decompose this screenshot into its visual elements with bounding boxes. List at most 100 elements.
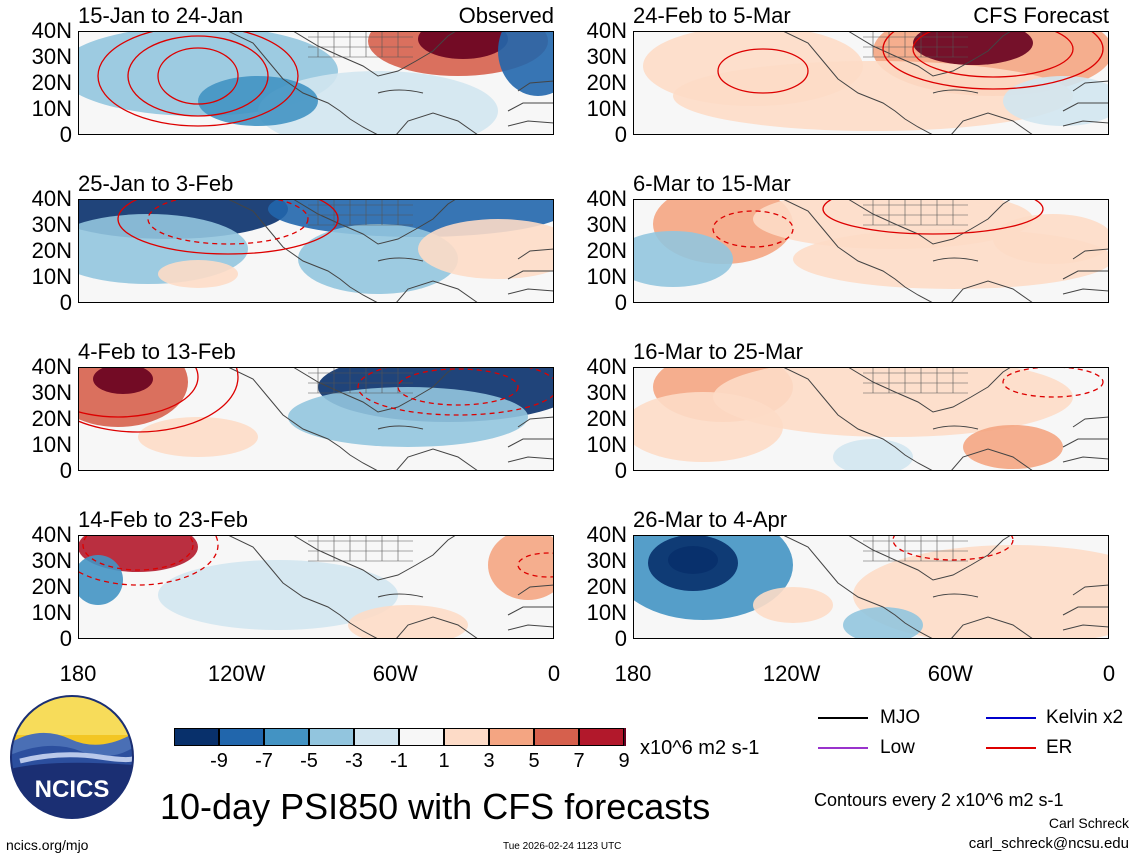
map-panel-p4 (78, 535, 554, 639)
y-tick-label: 40N (31, 186, 72, 211)
y-tick-label: 10N (31, 96, 72, 121)
panel-title: 24-Feb to 5-Mar (633, 3, 791, 28)
y-tick-label: 20N (31, 70, 72, 95)
y-tick-label: 10N (31, 600, 72, 625)
colorbar-box (579, 728, 624, 746)
panel-title: 4-Feb to 13-Feb (78, 339, 236, 364)
colorbar-label: -5 (300, 750, 318, 772)
colorbar-box (489, 728, 534, 746)
y-tick-label: 0 (614, 626, 627, 651)
x-tick-label: 60W (927, 661, 973, 686)
main-title: 10-day PSI850 with CFS forecasts (160, 786, 711, 827)
logo-text: NCICS (35, 776, 110, 803)
y-tick-label: 10N (586, 600, 627, 625)
ncics-logo: NCICS (10, 695, 134, 819)
legend-er-line (986, 747, 1036, 749)
map-panel-p6 (633, 199, 1109, 303)
x-tick-label: 120W (207, 661, 266, 686)
legend-mjo-line (818, 717, 868, 719)
contour-note: Contours every 2 x10^6 m2 s-1 (814, 790, 1064, 810)
colorbar-label: -1 (390, 750, 408, 772)
y-tick-label: 10N (31, 264, 72, 289)
legend-kelvin-line (986, 717, 1036, 719)
y-tick-label: 10N (586, 264, 627, 289)
colorbar-label: -3 (345, 750, 363, 772)
colorbar-label: 1 (438, 750, 450, 772)
y-tick-label: 40N (586, 18, 627, 43)
y-tick-label: 40N (31, 354, 72, 379)
legend-kelvin-label: Kelvin x2 (1046, 707, 1124, 728)
colorbar-label: 9 (618, 750, 630, 772)
site-link[interactable]: ncics.org/mjo (6, 837, 89, 853)
legend-mjo-label: MJO (880, 707, 921, 728)
colorbar-box (399, 728, 444, 746)
x-tick-label: 0 (547, 661, 561, 686)
y-tick-label: 30N (31, 380, 72, 405)
y-tick-label: 20N (31, 574, 72, 599)
map-panel-p2 (78, 199, 554, 303)
legend-low-line (818, 747, 868, 749)
colorbar-box (444, 728, 489, 746)
y-tick-label: 30N (586, 212, 627, 237)
colorbar-label: 3 (483, 750, 495, 772)
y-tick-label: 40N (586, 186, 627, 211)
map-panel-p5 (633, 31, 1109, 135)
y-tick-label: 20N (586, 70, 627, 95)
y-tick-label: 40N (586, 522, 627, 547)
panel-source-label: Observed (458, 3, 554, 28)
colorbar-label: -7 (255, 750, 273, 772)
y-tick-label: 20N (586, 406, 627, 431)
panel-title: 26-Mar to 4-Apr (633, 507, 788, 532)
y-tick-label: 10N (586, 432, 627, 457)
colorbar-box (264, 728, 309, 746)
y-tick-label: 30N (31, 212, 72, 237)
x-tick-label: 0 (1102, 661, 1116, 686)
y-tick-label: 10N (31, 432, 72, 457)
panel-title: 15-Jan to 24-Jan (78, 3, 244, 28)
map-panel-p3 (78, 367, 554, 471)
y-tick-label: 40N (586, 354, 627, 379)
y-tick-label: 20N (31, 238, 72, 263)
y-tick-label: 20N (586, 238, 627, 263)
y-tick-label: 0 (59, 626, 72, 651)
colorbar-units: x10^6 m2 s-1 (640, 737, 760, 759)
y-tick-label: 0 (614, 458, 627, 483)
y-tick-label: 0 (59, 290, 72, 315)
timestamp: Tue 2026-02-24 1123 UTC (503, 841, 622, 852)
y-tick-label: 0 (614, 122, 627, 147)
panel-title: 6-Mar to 15-Mar (633, 171, 791, 196)
y-tick-label: 30N (31, 548, 72, 573)
colorbar-label: 5 (528, 750, 540, 772)
x-tick-label: 180 (614, 661, 652, 686)
x-tick-label: 120W (762, 661, 821, 686)
y-tick-label: 30N (586, 548, 627, 573)
y-tick-label: 20N (31, 406, 72, 431)
x-tick-label: 60W (372, 661, 418, 686)
y-tick-label: 40N (31, 522, 72, 547)
colorbar-box (534, 728, 579, 746)
panel-title: 14-Feb to 23-Feb (78, 507, 248, 532)
map-panel-p7 (633, 367, 1109, 471)
legend-er-label: ER (1046, 737, 1073, 758)
legend-low-label: Low (880, 737, 915, 758)
y-tick-label: 20N (586, 574, 627, 599)
colorbar-box (354, 728, 399, 746)
map-panel-p8 (633, 535, 1109, 639)
panel-source-label: CFS Forecast (973, 3, 1109, 28)
author-name: Carl Schreck (1048, 815, 1129, 831)
panel-title: 16-Mar to 25-Mar (633, 339, 803, 364)
x-tick-label: 180 (59, 661, 97, 686)
y-tick-label: 0 (59, 122, 72, 147)
y-tick-label: 30N (31, 44, 72, 69)
y-tick-label: 30N (586, 380, 627, 405)
author-email: carl_schreck@ncsu.edu (968, 835, 1129, 852)
colorbar-box (219, 728, 264, 746)
y-tick-label: 0 (59, 458, 72, 483)
colorbar-label: -9 (210, 750, 228, 772)
y-tick-label: 40N (31, 18, 72, 43)
colorbar-box (309, 728, 354, 746)
map-panel-p1 (78, 31, 554, 135)
y-tick-label: 10N (586, 96, 627, 121)
y-tick-label: 0 (614, 290, 627, 315)
colorbar-box (174, 728, 219, 746)
